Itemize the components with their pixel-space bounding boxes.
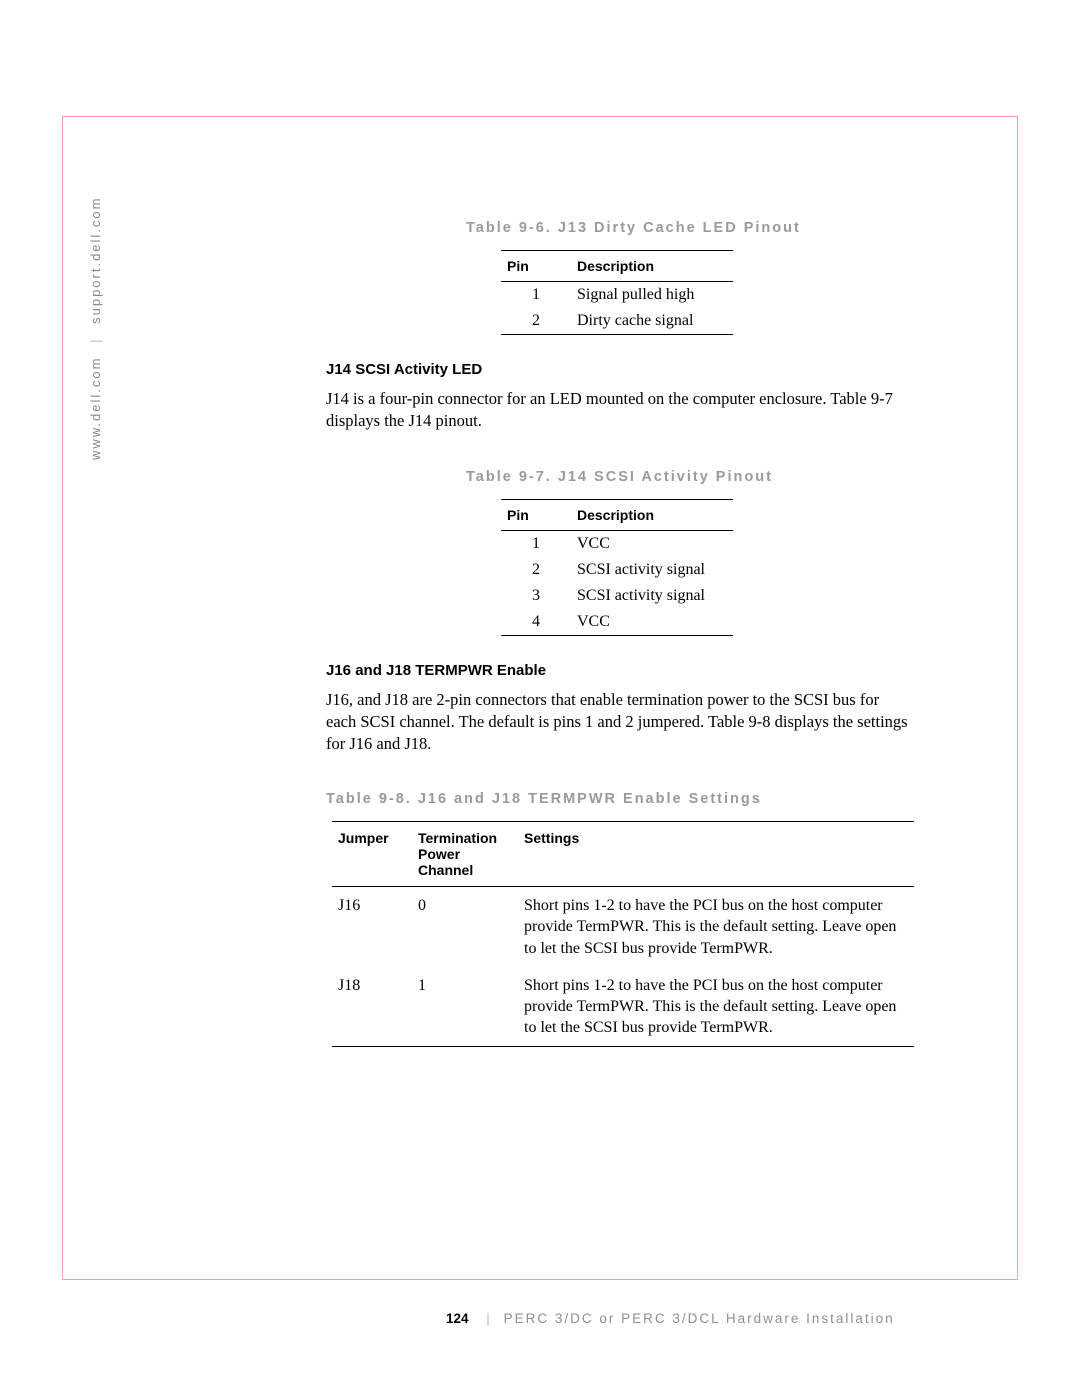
main-content: Table 9-6. J13 Dirty Cache LED Pinout Pi… bbox=[326, 220, 908, 1047]
table-9-7: Pin Description 1 VCC 2 SCSI activity si… bbox=[501, 499, 733, 636]
table-header-row: Pin Description bbox=[501, 499, 733, 530]
table-9-8: Jumper Termination Power Channel Setting… bbox=[332, 821, 914, 1047]
heading-j14: J14 SCSI Activity LED bbox=[326, 361, 908, 378]
cell-pin: 1 bbox=[501, 282, 571, 309]
col-header-settings: Settings bbox=[518, 822, 914, 887]
heading-j16-j18: J16 and J18 TERMPWR Enable bbox=[326, 662, 908, 679]
page-footer: 124 | PERC 3/DC or PERC 3/DCL Hardware I… bbox=[446, 1311, 895, 1326]
table-9-6-caption: Table 9-6. J13 Dirty Cache LED Pinout bbox=[326, 220, 908, 236]
paragraph-j16-j18: J16, and J18 are 2-pin connectors that e… bbox=[326, 689, 908, 756]
table-row: J18 1 Short pins 1-2 to have the PCI bus… bbox=[332, 967, 914, 1047]
cell-pin: 1 bbox=[501, 530, 571, 557]
side-url-right: support.dell.com bbox=[88, 197, 103, 324]
cell-pin: 3 bbox=[501, 583, 571, 609]
page-number: 124 bbox=[446, 1311, 469, 1326]
side-url: www.dell.com | support.dell.com bbox=[88, 197, 103, 461]
table-row: 2 Dirty cache signal bbox=[501, 308, 733, 335]
footer-separator: | bbox=[486, 1311, 492, 1326]
table-row: 2 SCSI activity signal bbox=[501, 557, 733, 583]
cell-desc: Signal pulled high bbox=[571, 282, 733, 309]
side-url-separator: | bbox=[88, 338, 103, 343]
table-row: 1 Signal pulled high bbox=[501, 282, 733, 309]
table-row: 3 SCSI activity signal bbox=[501, 583, 733, 609]
col-header-description: Description bbox=[571, 251, 733, 282]
cell-pin: 2 bbox=[501, 557, 571, 583]
table-9-8-caption: Table 9-8. J16 and J18 TERMPWR Enable Se… bbox=[326, 791, 908, 807]
cell-settings: Short pins 1-2 to have the PCI bus on th… bbox=[518, 887, 914, 967]
table-row: 1 VCC bbox=[501, 530, 733, 557]
table-row: 4 VCC bbox=[501, 609, 733, 636]
table-9-6: Pin Description 1 Signal pulled high 2 D… bbox=[501, 250, 733, 335]
cell-pin: 2 bbox=[501, 308, 571, 335]
cell-jumper: J16 bbox=[332, 887, 412, 967]
col-header-pin: Pin bbox=[501, 251, 571, 282]
cell-desc: Dirty cache signal bbox=[571, 308, 733, 335]
cell-desc: VCC bbox=[571, 530, 733, 557]
cell-pin: 4 bbox=[501, 609, 571, 636]
cell-desc: VCC bbox=[571, 609, 733, 636]
cell-desc: SCSI activity signal bbox=[571, 557, 733, 583]
col-header-pin: Pin bbox=[501, 499, 571, 530]
cell-channel: 1 bbox=[412, 967, 518, 1047]
footer-title: PERC 3/DC or PERC 3/DCL Hardware Install… bbox=[504, 1311, 895, 1326]
side-url-left: www.dell.com bbox=[88, 357, 103, 460]
cell-channel: 0 bbox=[412, 887, 518, 967]
cell-jumper: J18 bbox=[332, 967, 412, 1047]
table-header-row: Pin Description bbox=[501, 251, 733, 282]
col-header-description: Description bbox=[571, 499, 733, 530]
table-header-row: Jumper Termination Power Channel Setting… bbox=[332, 822, 914, 887]
cell-settings: Short pins 1-2 to have the PCI bus on th… bbox=[518, 967, 914, 1047]
col-header-jumper: Jumper bbox=[332, 822, 412, 887]
cell-desc: SCSI activity signal bbox=[571, 583, 733, 609]
paragraph-j14: J14 is a four-pin connector for an LED m… bbox=[326, 388, 908, 433]
table-row: J16 0 Short pins 1-2 to have the PCI bus… bbox=[332, 887, 914, 967]
col-header-term-channel: Termination Power Channel bbox=[412, 822, 518, 887]
table-9-7-caption: Table 9-7. J14 SCSI Activity Pinout bbox=[326, 469, 908, 485]
